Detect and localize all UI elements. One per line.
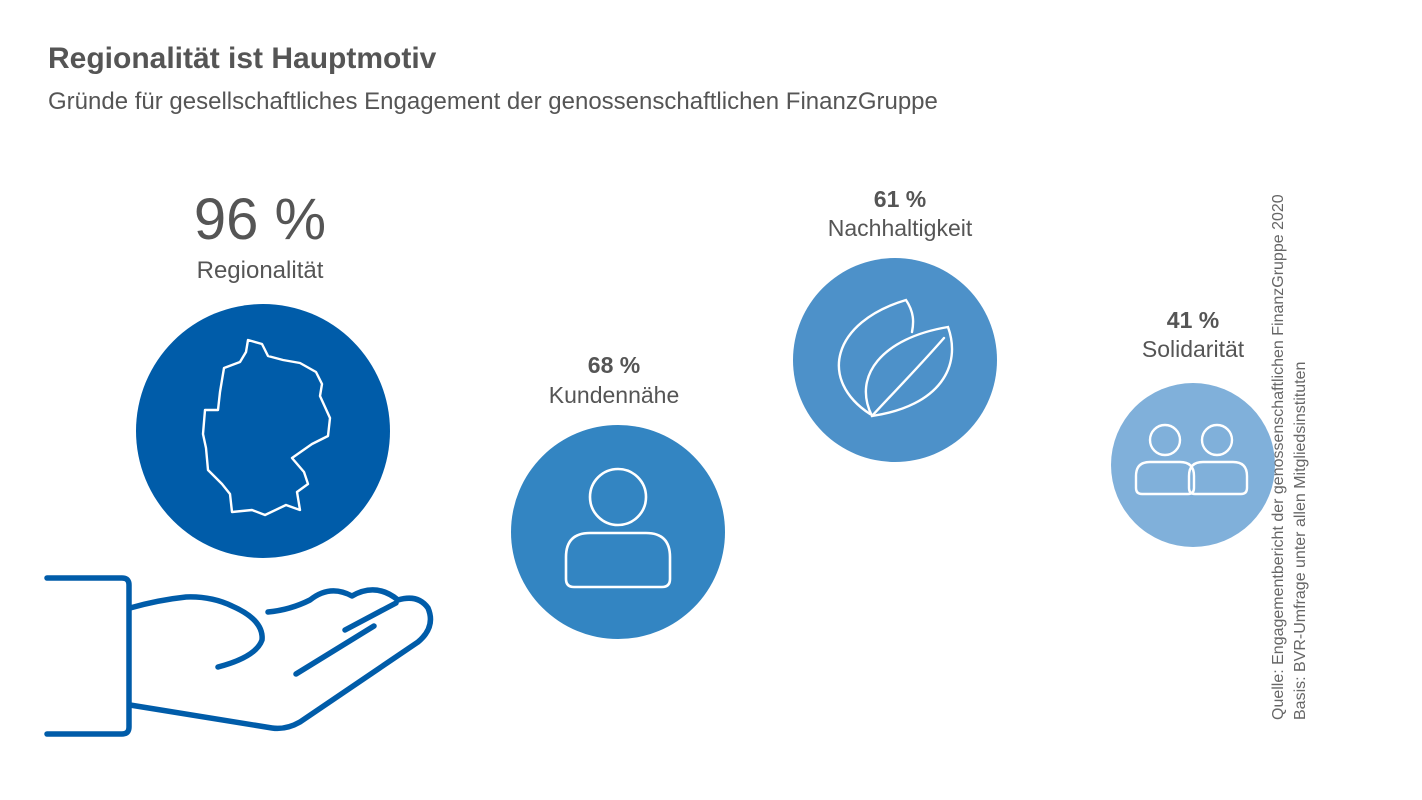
- category-label-nachhaltigkeit: Nachhaltigkeit: [827, 215, 973, 241]
- category-label-regionalitaet: Regionalität: [196, 257, 324, 284]
- basis-line: Basis: BVR-Umfrage unter allen Mitglieds…: [1292, 361, 1309, 720]
- category-label-kundennaehe: Kundennähe: [548, 382, 680, 408]
- leaf-icon: [837, 298, 954, 418]
- open-hand-icon: [44, 575, 434, 737]
- person-icon: [564, 467, 672, 589]
- bubble-nachhaltigkeit: [793, 258, 997, 462]
- category-label-solidaritaet: Solidarität: [1141, 336, 1245, 362]
- value-label-nachhaltigkeit: 61 %: [873, 186, 927, 212]
- bubble-regionalitaet: [136, 304, 390, 558]
- value-label-solidaritaet: 41 %: [1166, 307, 1220, 333]
- value-label-regionalitaet: 96 %: [193, 187, 327, 252]
- people-icon: [1134, 423, 1249, 496]
- germany-map-icon: [201, 338, 332, 517]
- value-label-kundennaehe: 68 %: [587, 352, 641, 378]
- source-line: Quelle: Engagementbericht der genossensc…: [1270, 194, 1287, 720]
- chart-subtitle: Gründe für gesellschaftliches Engagement…: [48, 88, 938, 115]
- source-note: Quelle: Engagementbericht der genossensc…: [1268, 80, 1312, 720]
- chart-title: Regionalität ist Hauptmotiv: [48, 42, 437, 75]
